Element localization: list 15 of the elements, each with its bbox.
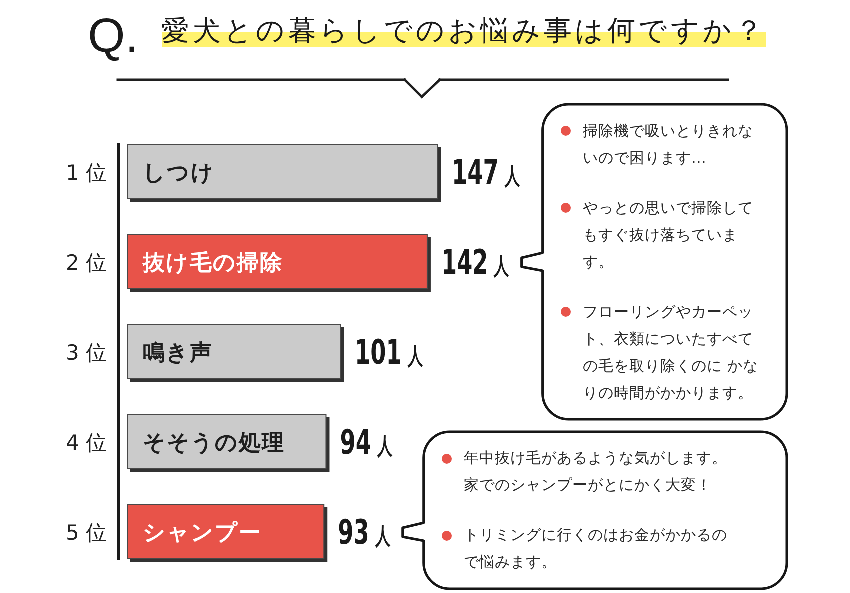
annotation: やっとの思いで掃除してもすぐ抜け落ちています。 (582, 194, 763, 276)
annotation: 年中抜け毛があるような気がします。家でのシャンプーがとにかく大変！ (464, 445, 736, 499)
annotation: 3 位 (66, 341, 107, 365)
category-label: 鳴き声 (143, 341, 213, 366)
annotation: 5 位 (66, 521, 107, 545)
category-label: シャンプー (143, 521, 262, 546)
annotation: 2 位 (66, 251, 107, 275)
annotation: 4 位 (66, 431, 107, 455)
annotation: フローリングやカーペット、衣類についたすべての毛を取り除くのに かなりの時間がかかります。 (582, 298, 763, 406)
annotation: トリミングに行くのはお金がかかるので悩みます。 (464, 522, 736, 576)
annotation: 掃除機で吸いとりきれないので困ります… (582, 118, 763, 172)
annotation: 1 位 (66, 161, 107, 185)
category-label: そそうの処理 (143, 431, 285, 456)
category-label: しつけ (143, 161, 215, 186)
category-label: 抜け毛の掃除 (143, 251, 283, 276)
